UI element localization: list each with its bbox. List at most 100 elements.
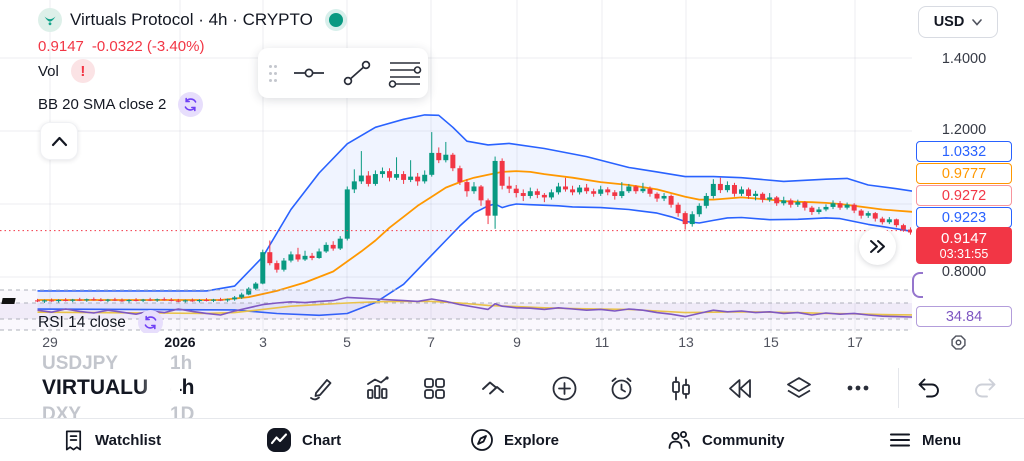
collapse-legend-button[interactable] bbox=[40, 122, 78, 160]
picker-interval: 1D bbox=[170, 404, 195, 418]
symbol-interval-picker[interactable]: USDJPY 1h VIRTUALU 4h DXY 1D bbox=[42, 352, 262, 418]
rsi-label: RSI 14 close bbox=[38, 313, 126, 331]
alarm-clock-icon bbox=[611, 377, 631, 399]
drawing-toolbar bbox=[258, 48, 428, 98]
price-change-row: 0.9147 -0.0322 (-3.40%) bbox=[38, 38, 204, 55]
bollinger-loading-icon bbox=[178, 92, 204, 117]
time-tick: 29 bbox=[42, 334, 58, 350]
price-change: -0.0322 (-3.40%) bbox=[91, 38, 205, 55]
more-button[interactable] bbox=[844, 374, 872, 402]
bb-basis-price-label: 0.9777 bbox=[916, 163, 1012, 184]
add-button[interactable] bbox=[550, 374, 578, 402]
undo-button[interactable] bbox=[914, 374, 942, 402]
bb-lower-price-label: 0.9223 bbox=[916, 207, 1012, 228]
rsi-value-label: 34.84 bbox=[916, 306, 1012, 327]
time-axis-settings-icon[interactable] bbox=[948, 333, 968, 352]
picker-interval: 1h bbox=[170, 353, 193, 374]
layouts-button[interactable] bbox=[420, 374, 448, 402]
time-tick: 9 bbox=[513, 334, 521, 350]
more-dots-icon bbox=[847, 385, 869, 391]
chart-legend: Virtuals Protocol · 4h · CRYPTO 0.9147 -0… bbox=[38, 8, 347, 117]
nav-item-explore[interactable]: Explore bbox=[470, 419, 559, 461]
picker-symbol: USDJPY bbox=[42, 353, 119, 374]
currency-selector[interactable]: USD bbox=[918, 6, 998, 38]
price-scale[interactable]: 1.4000 1.2000 1.0332 0.9777 0.9272 0.922… bbox=[916, 0, 1016, 333]
draw-tool-button[interactable] bbox=[306, 374, 334, 402]
picker-row-next[interactable]: DXY 1D bbox=[42, 404, 194, 418]
time-tick: 11 bbox=[594, 334, 610, 350]
time-tick: 13 bbox=[678, 334, 694, 350]
parallel-lines-tool-icon[interactable] bbox=[386, 58, 424, 88]
undo-icon bbox=[918, 378, 939, 398]
symbol-title: Virtuals Protocol · 4h · CRYPTO bbox=[70, 10, 313, 29]
redo-button[interactable] bbox=[972, 374, 1000, 402]
pane-handle[interactable] bbox=[912, 272, 923, 298]
picker-symbol: VIRTUALU bbox=[42, 376, 149, 399]
last-price: 0.9147 bbox=[38, 38, 84, 55]
objects-button[interactable] bbox=[785, 374, 813, 402]
alerts-button[interactable] bbox=[607, 374, 635, 402]
symbol-title-row[interactable]: Virtuals Protocol · 4h · CRYPTO bbox=[38, 8, 347, 32]
prev-close-price-label: 0.9272 bbox=[916, 185, 1012, 206]
chart-type-button[interactable] bbox=[667, 374, 695, 402]
time-tick: 17 bbox=[847, 334, 863, 350]
price-tick: 1.2000 bbox=[941, 122, 987, 138]
picker-symbol: DXY bbox=[42, 404, 82, 418]
chart-icon bbox=[267, 428, 291, 452]
bollinger-label: BB 20 SMA close 2 bbox=[38, 96, 167, 113]
market-status-icon bbox=[324, 9, 347, 31]
rsi-indicator-row[interactable]: RSI 14 close bbox=[38, 310, 163, 335]
picker-row-prev[interactable]: USDJPY 1h bbox=[42, 353, 192, 375]
last-price-label: 0.9147 03:31:55 bbox=[916, 227, 1012, 264]
replay-button[interactable] bbox=[726, 374, 754, 402]
nav-item-community[interactable]: Community bbox=[666, 419, 785, 461]
nav-item-watchlist[interactable]: Watchlist bbox=[62, 419, 161, 461]
volume-error-icon: ! bbox=[70, 59, 95, 83]
trend-line-tool-icon[interactable] bbox=[340, 58, 374, 88]
community-people-icon bbox=[668, 431, 690, 449]
compare-button[interactable] bbox=[480, 374, 508, 402]
candlestick-icon bbox=[672, 376, 690, 400]
time-tick: 5 bbox=[343, 334, 351, 350]
nav-label: Menu bbox=[922, 431, 962, 449]
watchlist-icon bbox=[65, 430, 82, 451]
time-scale[interactable]: 29 2026 3 5 7 9 11 13 15 17 bbox=[0, 333, 1024, 352]
layers-icon bbox=[787, 377, 811, 398]
nav-label: Explore bbox=[504, 431, 560, 449]
symbol-logo-icon bbox=[38, 8, 62, 32]
rewind-icon bbox=[729, 378, 751, 398]
chevron-up-icon bbox=[51, 136, 67, 146]
volume-indicator-row[interactable]: Vol ! bbox=[38, 59, 95, 83]
price-tick: 1.4000 bbox=[941, 51, 987, 67]
rsi-loading-icon bbox=[137, 310, 163, 335]
bollinger-indicator-row[interactable]: BB 20 SMA close 2 bbox=[38, 92, 204, 117]
bb-upper-price-label: 1.0332 bbox=[916, 141, 1012, 162]
chart-canvas[interactable] bbox=[0, 0, 1024, 333]
pencil-icon bbox=[310, 379, 332, 401]
time-tick: 3 bbox=[259, 334, 267, 350]
drag-handle-icon[interactable] bbox=[268, 63, 278, 84]
last-price-value: 0.9147 bbox=[941, 229, 987, 247]
price-tick: 0.8000 bbox=[941, 264, 987, 280]
redo-icon bbox=[975, 378, 996, 398]
picker-text-fade bbox=[138, 374, 180, 400]
indicators-icon bbox=[366, 376, 389, 399]
plus-circle-icon bbox=[552, 376, 576, 400]
time-tick: 2026 bbox=[164, 334, 196, 350]
horizontal-line-tool-icon[interactable] bbox=[290, 60, 328, 86]
time-tick: 15 bbox=[763, 334, 779, 350]
go-to-realtime-button[interactable] bbox=[859, 228, 896, 265]
compare-arrows-icon bbox=[482, 381, 504, 395]
nav-item-menu[interactable]: Menu bbox=[888, 419, 961, 461]
grid-icon bbox=[424, 378, 445, 399]
time-tick: 7 bbox=[427, 334, 435, 350]
nav-label: Community bbox=[702, 431, 785, 449]
menu-hamburger-icon bbox=[889, 433, 911, 447]
fast-forward-icon bbox=[869, 240, 885, 253]
nav-label: Watchlist bbox=[95, 431, 162, 449]
bottom-navigation: Watchlist Chart Explore Community bbox=[0, 418, 1024, 461]
explore-compass-icon bbox=[471, 429, 493, 451]
nav-item-chart[interactable]: Chart bbox=[266, 419, 341, 461]
indicators-button[interactable] bbox=[363, 374, 391, 402]
